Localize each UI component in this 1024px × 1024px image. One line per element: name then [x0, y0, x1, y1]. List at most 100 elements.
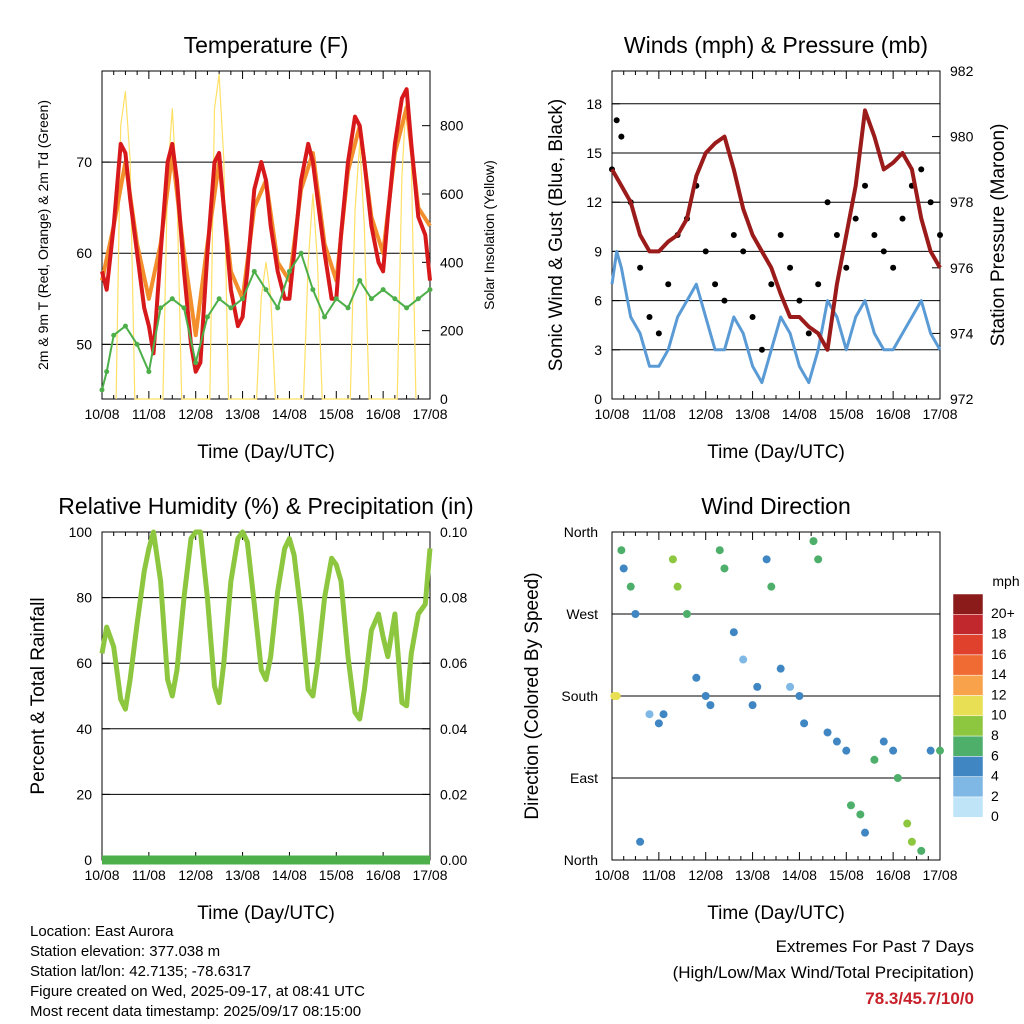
- elevation-text: Station elevation: 377.038 m: [30, 943, 221, 960]
- chart-title: Temperature (F): [184, 32, 349, 58]
- x-tick-label: 10/08: [84, 406, 119, 422]
- y-tick-label: 9: [594, 243, 602, 259]
- y-tick-label: 50: [76, 336, 92, 352]
- y-right-tick-label: 800: [440, 118, 464, 134]
- y-right-axis-label: Solar Insolation (Yellow): [481, 160, 497, 310]
- direction-point: [748, 701, 757, 710]
- y-tick-label: 100: [69, 524, 93, 540]
- x-tick-label: 12/08: [178, 867, 213, 883]
- gust-point: [824, 199, 831, 206]
- y-axis-label: 2m & 9m T (Red, Orange) & 2m Td (Green): [35, 100, 51, 370]
- colorbar-swatch: [952, 695, 984, 717]
- gust-point: [618, 133, 625, 140]
- y-right-tick-label: 0.06: [440, 655, 467, 671]
- gust-point: [796, 297, 803, 304]
- y-tick-label: 0: [84, 852, 92, 868]
- x-tick-label: 14/08: [272, 406, 307, 422]
- series-rh-line: [99, 529, 433, 722]
- gust-point: [730, 232, 737, 238]
- y-right-tick-label: 980: [950, 129, 974, 145]
- gust-point: [899, 215, 906, 222]
- y-tick-label: 15: [586, 145, 602, 161]
- direction-point: [903, 819, 912, 828]
- direction-point: [926, 746, 935, 755]
- gust-point: [712, 281, 719, 288]
- direction-point: [715, 546, 724, 555]
- gust-point: [871, 232, 878, 238]
- direction-point: [856, 810, 865, 819]
- gust-point: [665, 281, 672, 288]
- x-axis-label: Time (Day/UTC): [197, 903, 335, 924]
- x-tick-label: 14/08: [272, 867, 307, 883]
- y-right-tick-label: 200: [440, 323, 464, 339]
- series-dewpoint-line: [101, 252, 431, 391]
- gust-point: [843, 264, 850, 271]
- gust-point: [805, 330, 812, 337]
- direction-point: [879, 737, 888, 746]
- colorbar-swatch: [952, 634, 984, 656]
- direction-point: [870, 755, 879, 764]
- y-tick-label: 70: [76, 154, 92, 170]
- chart-title: Relative Humidity (%) & Precipitation (i…: [58, 493, 473, 519]
- direction-point: [809, 537, 818, 546]
- x-tick-label: 10/08: [84, 867, 119, 883]
- colorbar-swatch: [952, 776, 984, 798]
- direction-point: [673, 582, 682, 591]
- direction-point: [832, 737, 841, 746]
- recent-text: Most recent data timestamp: 2025/09/17 0…: [30, 1003, 362, 1020]
- y-right-tick-label: 972: [950, 391, 974, 407]
- x-tick-label: 11/08: [132, 406, 166, 422]
- direction-point: [668, 555, 677, 564]
- direction-point: [617, 546, 626, 555]
- chart-title: Winds (mph) & Pressure (mb): [624, 32, 928, 58]
- x-tick-label: 15/08: [319, 406, 354, 422]
- direction-point: [739, 655, 748, 664]
- direction-point: [889, 746, 898, 755]
- x-tick-label: 17/08: [922, 867, 957, 883]
- direction-point: [720, 564, 729, 573]
- direction-point: [729, 628, 738, 637]
- colorbar-label: 4: [991, 768, 999, 784]
- x-tick-label: 12/08: [178, 406, 213, 422]
- gust-point: [918, 166, 925, 173]
- x-tick-label: 10/08: [594, 867, 629, 883]
- colorbar-swatch: [952, 614, 984, 635]
- x-tick-label: 17/08: [412, 406, 447, 422]
- colorbar-label: 8: [991, 727, 999, 743]
- x-tick-label: 15/08: [829, 867, 864, 883]
- latlon-text: Station lat/lon: 42.7135; -78.6317: [30, 963, 252, 980]
- gust-point: [758, 346, 765, 353]
- series-2m-temp-line: [100, 87, 432, 374]
- y-right-tick-label: 0.10: [440, 524, 467, 540]
- x-tick-label: 11/08: [642, 867, 676, 883]
- direction-point: [776, 664, 785, 673]
- extremes-box: Extremes For Past 7 Days (High/Low/Max W…: [673, 934, 974, 1012]
- x-tick-label: 12/08: [688, 867, 723, 883]
- y-right-tick-label: 0.02: [440, 786, 467, 802]
- y-right-tick-label: 600: [440, 186, 464, 202]
- x-tick-label: 16/08: [366, 406, 401, 422]
- colorbar-label: 14: [991, 666, 1007, 682]
- gust-point: [646, 314, 653, 320]
- gust-point: [815, 281, 822, 288]
- colorbar-label: 16: [991, 646, 1007, 662]
- direction-point: [795, 692, 804, 700]
- direction-point: [753, 682, 762, 691]
- x-tick-label: 13/08: [225, 867, 260, 883]
- y-tick-label: 18: [586, 96, 602, 112]
- x-tick-label: 16/08: [366, 867, 401, 883]
- direction-point: [692, 673, 701, 682]
- colorbar-swatch: [952, 593, 984, 615]
- y-tick-label: North: [564, 524, 598, 540]
- x-axis-label: Time (Day/UTC): [197, 442, 335, 463]
- direction-point: [800, 719, 809, 728]
- y-tick-label: North: [564, 852, 598, 868]
- gust-point: [890, 264, 897, 271]
- y-tick-label: East: [570, 770, 598, 786]
- direction-point: [659, 710, 668, 719]
- gust-point: [833, 232, 840, 238]
- gust-point: [740, 248, 747, 255]
- y-tick-label: 60: [76, 655, 92, 671]
- y-tick-label: 20: [76, 786, 92, 802]
- colorbar-title: mph: [992, 573, 1019, 589]
